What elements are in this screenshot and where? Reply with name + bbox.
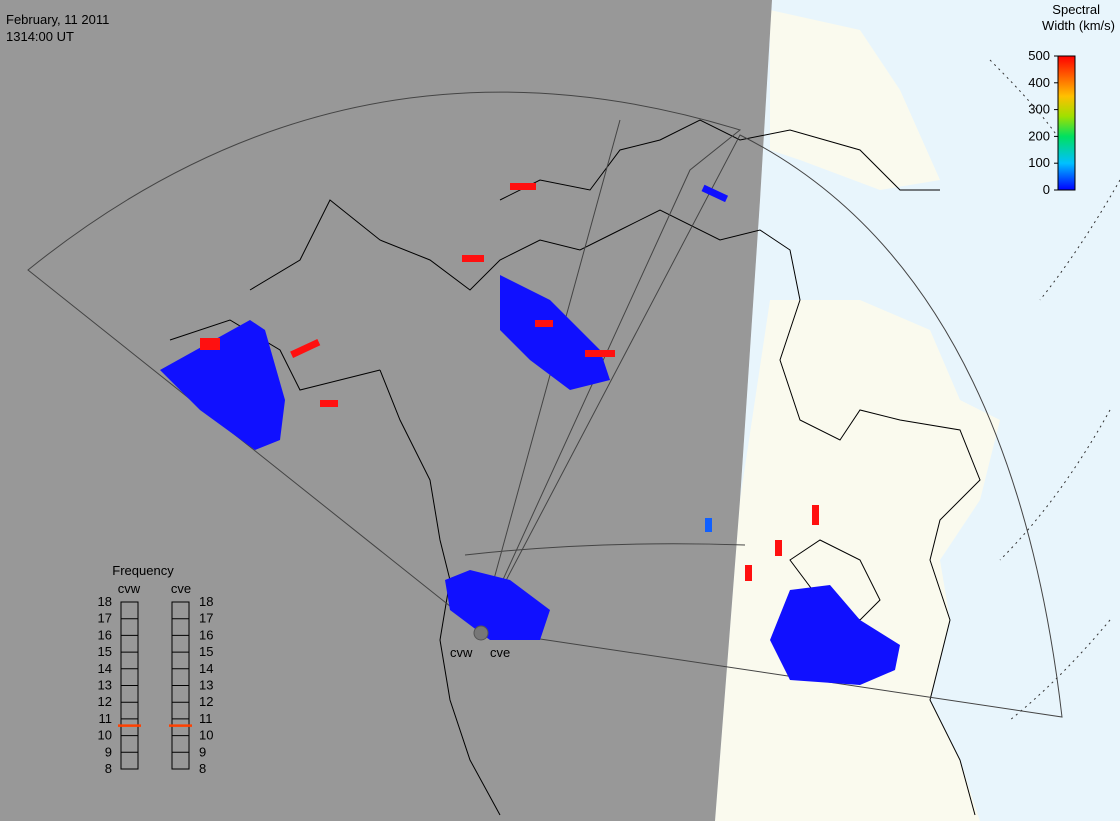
frequency-tick-label: 13	[98, 678, 112, 693]
frequency-tick-label: 15	[98, 644, 112, 659]
colorbar-ticks: 0 100 200 300 400 500	[1028, 48, 1058, 197]
frequency-tick-label: 14	[98, 661, 112, 676]
frequency-tick-label: 11	[99, 711, 113, 726]
colorbar-tick-label: 500	[1028, 48, 1050, 63]
radar-name: cve	[171, 581, 191, 596]
frequency-tick-label: 17	[199, 611, 213, 626]
radar-site	[473, 625, 489, 641]
frequency-tick-label: 18	[199, 594, 213, 609]
coastline	[499, 119, 940, 201]
scatter-echoes	[160, 183, 900, 685]
coastline	[169, 319, 381, 391]
date: February, 11 2011	[6, 12, 109, 27]
colorbar-title: Spectral	[1052, 2, 1100, 17]
time: 1314:00 UT	[6, 29, 74, 44]
latitude-lines	[989, 59, 1120, 721]
frequency-tick-label: 8	[105, 761, 112, 776]
frequency-tick-label: 9	[199, 744, 206, 759]
frequency-tick-label: 16	[199, 627, 213, 642]
frequency-tick-label: 10	[98, 728, 112, 743]
frequency-tick-label: 11	[199, 711, 213, 726]
frequency-tick-label: 10	[199, 728, 213, 743]
station-label: cve	[490, 645, 510, 660]
colorbar-tick-label: 300	[1028, 102, 1050, 117]
frequency-tick-label: 12	[98, 694, 112, 709]
frequency-tick-label: 15	[199, 644, 213, 659]
colorbar-tick-label: 200	[1028, 128, 1050, 143]
station-label: cvw	[450, 645, 473, 660]
fan-cve	[479, 134, 1063, 718]
radar-name: cvw	[118, 581, 141, 596]
frequency-tick-label: 16	[98, 627, 112, 642]
frequency-tick-label: 9	[105, 744, 112, 759]
land	[770, 10, 940, 190]
frequency-tick-label: 12	[199, 694, 213, 709]
land	[715, 300, 1000, 821]
colorbar-title: Width (km/s)	[1042, 18, 1115, 33]
frequency-tick-label: 13	[199, 678, 213, 693]
colorbar-tick-label: 0	[1043, 182, 1050, 197]
frequency-tick-label: 17	[98, 611, 112, 626]
frequency-tick-label: 14	[199, 661, 213, 676]
colorbar	[1057, 55, 1076, 191]
colorbar-tick-label: 400	[1028, 75, 1050, 90]
frequency-title: Frequency	[112, 563, 174, 578]
colorbar-tick-label: 100	[1028, 155, 1050, 170]
frequency-tick-label: 8	[199, 761, 206, 776]
night-region	[0, 0, 772, 821]
coastline	[249, 199, 981, 816]
frequency-tick-label: 18	[98, 594, 112, 609]
fan-cvw	[27, 91, 742, 631]
